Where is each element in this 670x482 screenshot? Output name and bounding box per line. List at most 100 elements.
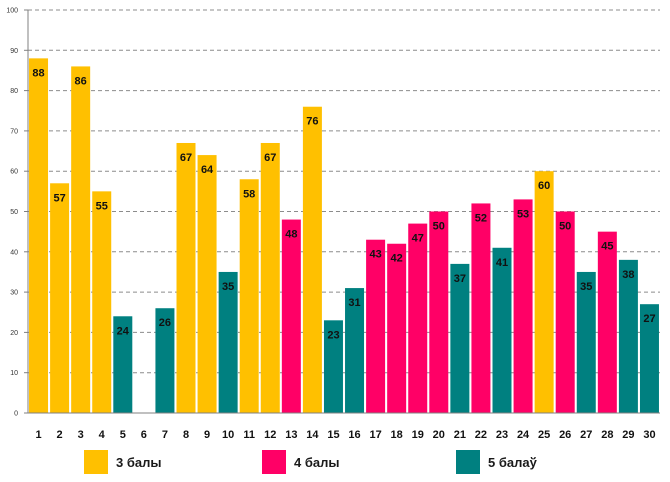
x-tick-label: 30 [643,429,655,441]
data-label: 55 [96,200,108,212]
gridlines [28,9,660,374]
x-tick-label: 23 [496,429,508,441]
x-tick-label: 12 [264,429,276,441]
x-tick-label: 28 [601,429,613,441]
data-label: 76 [306,116,318,128]
data-label: 57 [53,192,65,204]
bar [176,142,196,414]
x-tick-label: 27 [580,429,592,441]
data-labels: 88 57 86 55 24 26 67 64 35 58 67 48 76 23 31 43 42 47 50 37… [32,67,655,341]
bar [155,308,175,413]
y-axis-ticks: 0 10 20 30 40 50 60 70 80 90 100 [6,8,28,418]
bar [50,183,70,413]
y-tick-label: 70 [10,128,18,135]
x-tick-label: 21 [454,429,466,441]
y-tick-label: 50 [10,209,18,216]
x-tick-label: 3 [78,429,84,441]
bar [618,259,638,413]
data-label: 31 [348,297,360,309]
bar [239,179,259,413]
data-label: 47 [412,233,424,245]
legend-label-3: 3 балы [116,454,162,470]
y-tick-label: 60 [10,169,18,176]
data-label: 86 [75,75,87,87]
x-tick-label: 19 [412,429,424,441]
x-tick-label: 4 [99,429,106,441]
data-label: 43 [369,249,381,261]
bar [450,263,470,413]
y-tick-label: 30 [10,290,18,297]
data-label: 24 [117,325,130,337]
x-axis-ticks: 1 2 3 4 5 6 7 8 9 10 11 12 13 14 15 16 17 18 19 20 21 22 23 24 2… [35,429,655,441]
legend-item-3: 3 балы [84,450,161,474]
data-label: 35 [580,281,592,293]
bar [218,271,238,413]
data-label: 35 [222,281,234,293]
y-tick-label: 0 [14,411,18,418]
bar [513,199,533,413]
legend-label-4: 4 балы [294,454,340,470]
legend-label-5: 5 балаў [488,454,537,470]
data-label: 26 [159,317,171,329]
bar [197,155,217,413]
data-label: 53 [517,208,529,220]
x-tick-label: 17 [369,429,381,441]
bar [323,320,343,413]
data-label: 41 [496,257,508,269]
data-label: 38 [622,269,634,281]
bar [387,243,407,413]
bar [429,211,449,413]
bar [29,58,49,414]
x-tick-label: 6 [141,429,147,441]
bar [408,223,428,413]
y-tick-label: 80 [10,88,18,95]
x-tick-label: 5 [120,429,126,441]
x-tick-label: 1 [35,429,41,441]
x-tick-label: 16 [348,429,360,441]
y-tick-label: 90 [10,48,18,55]
bar [492,247,512,413]
x-tick-label: 26 [559,429,571,441]
data-label: 48 [285,229,297,241]
data-label: 50 [559,221,571,233]
data-label: 42 [391,253,403,265]
y-tick-label: 100 [6,8,18,15]
x-tick-label: 8 [183,429,189,441]
bar [92,191,112,413]
data-label: 58 [243,188,255,200]
x-tick-label: 24 [517,429,530,441]
data-label: 67 [180,152,192,164]
bar [260,142,280,414]
x-tick-label: 25 [538,429,550,441]
bar [345,288,365,413]
x-tick-label: 2 [57,429,63,441]
x-tick-label: 20 [433,429,445,441]
bar [281,219,301,413]
data-label: 23 [327,329,339,341]
bar [113,316,133,413]
y-tick-label: 10 [10,370,18,377]
x-tick-label: 15 [327,429,339,441]
legend-swatch-3 [84,450,108,474]
bar [366,239,386,413]
bar [555,211,575,413]
data-label: 60 [538,180,550,192]
x-tick-label: 10 [222,429,234,441]
bars [29,58,659,414]
data-label: 50 [433,221,445,233]
bar [576,271,596,413]
bar [639,304,659,413]
data-label: 37 [454,273,466,285]
legend-item-4: 4 балы [262,450,339,474]
legend-swatch-4 [262,450,286,474]
x-tick-label: 29 [622,429,634,441]
data-label: 64 [201,164,214,176]
data-label: 88 [32,67,44,79]
x-tick-label: 11 [243,429,255,441]
x-tick-label: 22 [475,429,487,441]
x-tick-label: 9 [204,429,210,441]
bar [471,203,491,413]
x-tick-label: 14 [306,429,319,441]
data-label: 52 [475,212,487,224]
bar [302,106,322,413]
